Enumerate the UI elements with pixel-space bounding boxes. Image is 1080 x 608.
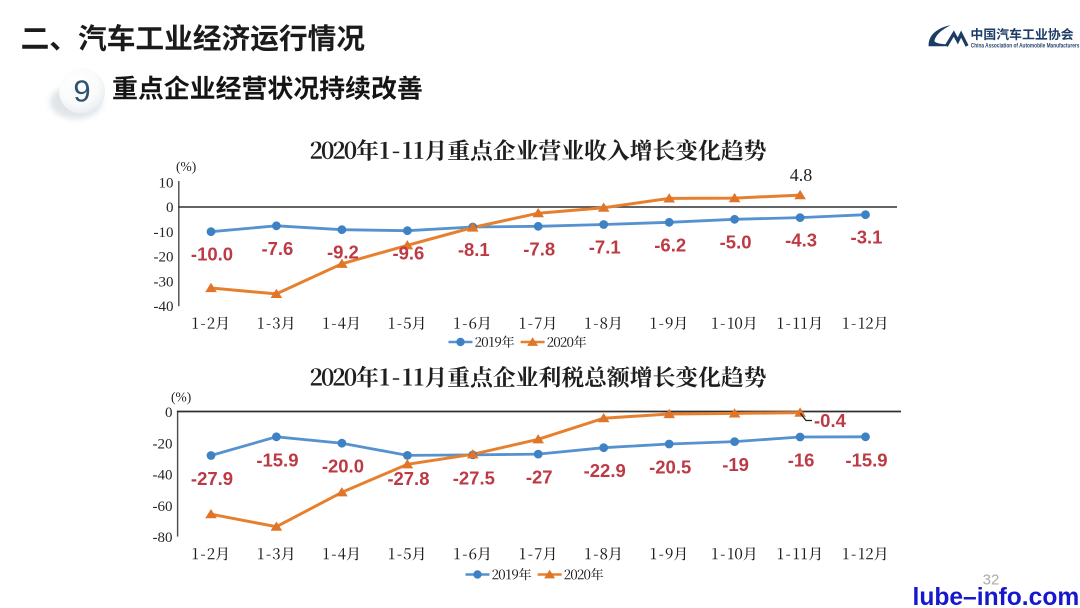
svg-text:-27.9: -27.9	[191, 468, 233, 489]
svg-text:-8.1: -8.1	[458, 239, 490, 260]
svg-text:-0.4: -0.4	[814, 410, 847, 431]
svg-text:-10.0: -10.0	[191, 244, 233, 265]
svg-text:-60: -60	[153, 499, 173, 515]
svg-text:-16: -16	[788, 450, 815, 471]
svg-text:-30: -30	[154, 274, 174, 290]
svg-text:-40: -40	[153, 468, 173, 484]
svg-text:0: 0	[166, 200, 174, 216]
svg-text:-7.6: -7.6	[261, 238, 293, 259]
svg-text:(%): (%)	[171, 390, 191, 405]
svg-text:-27: -27	[526, 467, 553, 488]
svg-text:32: 32	[983, 572, 1000, 589]
svg-text:-5.0: -5.0	[720, 231, 752, 252]
svg-text:-9.2: -9.2	[327, 242, 359, 263]
svg-text:lube–info.com: lube–info.com	[913, 584, 1080, 608]
svg-text:-20.5: -20.5	[649, 457, 691, 478]
svg-text:-20.0: -20.0	[322, 456, 364, 477]
svg-text:-9.6: -9.6	[392, 243, 424, 264]
svg-text:(%): (%)	[176, 159, 196, 174]
svg-text:-27.5: -27.5	[453, 467, 495, 488]
svg-text:-10: -10	[154, 225, 174, 241]
svg-text:-20: -20	[153, 436, 173, 452]
svg-text:9: 9	[73, 74, 90, 109]
svg-text:0: 0	[165, 405, 173, 421]
svg-text:China Association of Automobil: China Association of Automobile Manufact…	[971, 43, 1080, 50]
svg-text:-27.8: -27.8	[387, 468, 429, 489]
svg-text:-22.9: -22.9	[584, 460, 626, 481]
svg-text:-6.2: -6.2	[654, 234, 686, 255]
svg-text:-80: -80	[153, 530, 173, 546]
svg-text:-19: -19	[722, 454, 749, 475]
svg-text:-4.3: -4.3	[785, 230, 817, 251]
svg-text:-15.9: -15.9	[845, 449, 887, 470]
svg-text:-40: -40	[154, 299, 174, 315]
svg-text:-7.8: -7.8	[523, 238, 555, 259]
svg-text:-20: -20	[154, 250, 174, 266]
svg-text:10: 10	[159, 176, 174, 192]
svg-text:-3.1: -3.1	[851, 227, 883, 248]
svg-text:-15.9: -15.9	[256, 449, 298, 470]
svg-text:4.8: 4.8	[790, 165, 813, 185]
svg-text:-7.1: -7.1	[589, 237, 621, 258]
